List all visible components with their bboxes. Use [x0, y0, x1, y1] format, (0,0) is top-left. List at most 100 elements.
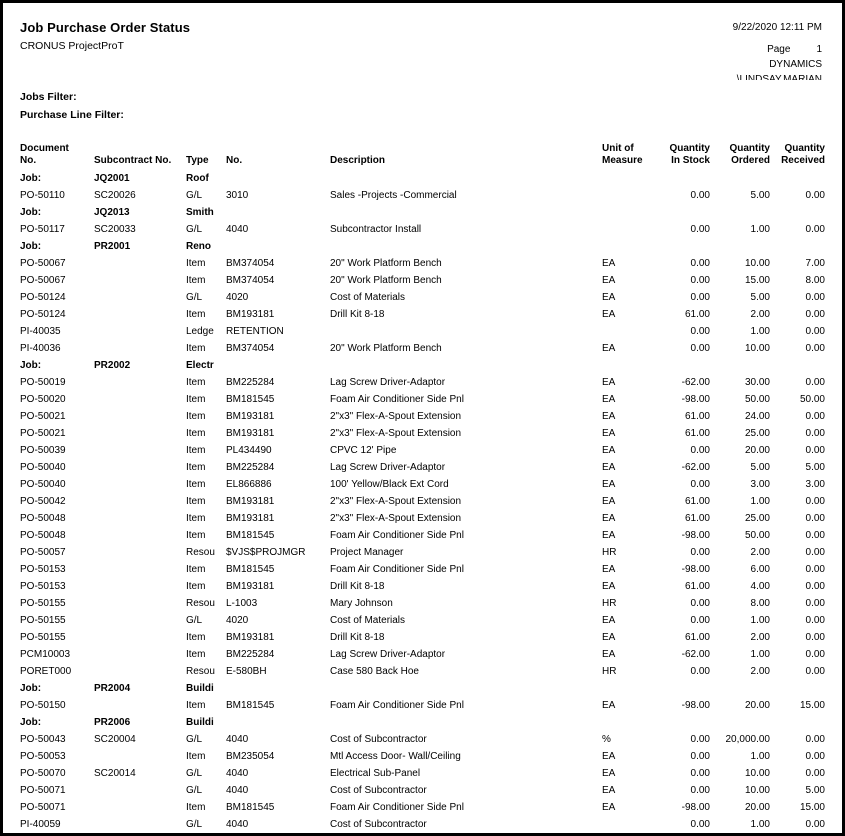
- cell-type: Item: [186, 275, 206, 286]
- cell-no: BM193181: [226, 411, 275, 422]
- table-row: PO-50124 G/L 4020 Cost of Materials EA 0.00 5.…: [20, 289, 825, 306]
- cell-no: 4020: [226, 615, 249, 626]
- col-header-document-no-line2: No.: [20, 155, 37, 166]
- cell-unit-of-measure: HR: [602, 598, 617, 609]
- cell-quantity-in-stock: 0.00: [690, 819, 710, 830]
- cell-type: Item: [186, 802, 206, 813]
- col-header-no-line2: No.: [226, 155, 243, 166]
- cell-type: G/L: [186, 734, 203, 745]
- cell-document-no: PO-50040: [20, 479, 66, 490]
- system-name: DYNAMICS: [769, 59, 822, 70]
- col-header-description-line2: Description: [330, 155, 386, 166]
- col-header-type: Type: [186, 143, 226, 170]
- cell-quantity-received: 15.00: [799, 700, 825, 711]
- cell-description: 20" Work Platform Bench: [330, 275, 442, 286]
- cell-description: 2"x3" Flex-A-Spout Extension: [330, 496, 462, 507]
- cell-description: CPVC 12' Pipe: [330, 445, 397, 456]
- col-header-document-no: Document No.: [20, 143, 94, 170]
- table-row: PI-40036 Item BM374054 20" Work Platform Be…: [20, 340, 825, 357]
- cell-quantity-received: 5.00: [805, 785, 825, 796]
- table-row: PI-40059 G/L 4040 Cost of Subcontractor 0.00…: [20, 816, 825, 833]
- cell-subcontract-no: [94, 425, 186, 442]
- cell-type: G/L: [186, 224, 203, 235]
- cell-description: [330, 680, 602, 697]
- cell-type: Resou: [186, 666, 215, 677]
- page-indicator: Page 1: [562, 43, 822, 57]
- cell-no: PL434490: [226, 445, 272, 456]
- cell-subcontract-no: JQ2001: [94, 173, 130, 184]
- table-row: PO-50057 Resou $VJS$PROJMGR Project Manager…: [20, 544, 825, 561]
- cell-type: Item: [186, 394, 206, 405]
- cell-no: 4040: [226, 224, 249, 235]
- cell-no: 3010: [226, 190, 249, 201]
- cell-document-no: PO-50021: [20, 428, 66, 439]
- col-header-quantity-received-line2: Received: [781, 155, 825, 166]
- cell-quantity-ordered: 20.00: [744, 700, 770, 711]
- cell-description: [330, 323, 602, 340]
- cell-type: Item: [186, 581, 206, 592]
- cell-quantity-ordered: 1.00: [750, 819, 770, 830]
- cell-no: 4040: [226, 819, 249, 830]
- cell-type: Item: [186, 462, 206, 473]
- cell-subcontract-no: PR2004: [94, 683, 131, 694]
- cell-subcontract-no: [94, 578, 186, 595]
- cell-document-no: Job:: [20, 207, 42, 218]
- cell-unit-of-measure: EA: [602, 700, 616, 711]
- cell-unit-of-measure: EA: [602, 751, 616, 762]
- cell-quantity-in-stock: 0.00: [690, 547, 710, 558]
- table-row: PCM10003 Item BM225284 Lag Screw Driver-Ada…: [20, 646, 825, 663]
- cell-quantity-in-stock: 61.00: [684, 496, 710, 507]
- cell-subcontract-no: [94, 255, 186, 272]
- cell-document-no: Job:: [20, 360, 42, 371]
- cell-unit-of-measure: EA: [602, 564, 616, 575]
- cell-unit-of-measure: EA: [602, 462, 616, 473]
- cell-no: 4040: [226, 768, 249, 779]
- col-header-no: No.: [226, 143, 330, 170]
- cell-unit-of-measure: EA: [602, 513, 616, 524]
- cell-subcontract-no: PR2002: [94, 360, 131, 371]
- cell-quantity-received: 0.00: [805, 632, 825, 643]
- cell-description: Drill Kit 8-18: [330, 581, 385, 592]
- table-row: PO-50067 Item BM374054 20" Work Platform Be…: [20, 255, 825, 272]
- cell-type: G/L: [186, 785, 203, 796]
- cell-quantity-ordered: 10.00: [744, 258, 770, 269]
- col-header-quantity-ordered: Quantity Ordered: [710, 143, 770, 170]
- cell-quantity-received: 7.00: [805, 258, 825, 269]
- cell-quantity-received: 0.00: [805, 445, 825, 456]
- cell-quantity-in-stock: 61.00: [684, 513, 710, 524]
- cell-quantity-ordered: 5.00: [750, 462, 770, 473]
- cell-type: Resou: [186, 598, 215, 609]
- cell-unit-of-measure: EA: [602, 496, 616, 507]
- cell-document-no: PI-40035: [20, 326, 61, 337]
- cell-quantity-in-stock: -98.00: [681, 564, 710, 575]
- cell-quantity-ordered: 25.00: [744, 428, 770, 439]
- cell-no: BM225284: [226, 649, 275, 660]
- cell-quantity-ordered: 20.00: [744, 445, 770, 456]
- cell-quantity-in-stock: 0.00: [690, 224, 710, 235]
- cell-type: Item: [186, 649, 206, 660]
- cell-quantity-received: 0.00: [805, 326, 825, 337]
- cell-quantity-ordered: [710, 170, 770, 187]
- cell-description: Mtl Access Door- Wall/Ceiling: [330, 751, 461, 762]
- cell-subcontract-no: [94, 527, 186, 544]
- cell-quantity-ordered: [710, 714, 770, 731]
- cell-document-no: PO-50153: [20, 564, 66, 575]
- cell-description: Drill Kit 8-18: [330, 309, 385, 320]
- cell-quantity-in-stock: 0.00: [690, 292, 710, 303]
- cell-quantity-in-stock: [652, 170, 710, 187]
- cell-document-no: PO-50155: [20, 615, 66, 626]
- cell-document-no: PO-50048: [20, 530, 66, 541]
- cell-quantity-in-stock: 0.00: [690, 445, 710, 456]
- cell-document-no: PO-50039: [20, 445, 66, 456]
- cell-quantity-in-stock: [652, 238, 710, 255]
- cell-quantity-in-stock: -62.00: [681, 649, 710, 660]
- cell-type: Item: [186, 428, 206, 439]
- cell-subcontract-no: [94, 612, 186, 629]
- cell-description: Foam Air Conditioner Side Pnl: [330, 530, 464, 541]
- cell-quantity-received: 50.00: [799, 394, 825, 405]
- col-header-quantity-received-line1: Quantity: [784, 143, 825, 154]
- report-timestamp: 9/22/2020 12:11 PM: [732, 22, 822, 33]
- cell-quantity-in-stock: 0.00: [690, 785, 710, 796]
- cell-description: 20" Work Platform Bench: [330, 258, 442, 269]
- cell-subcontract-no: [94, 816, 186, 833]
